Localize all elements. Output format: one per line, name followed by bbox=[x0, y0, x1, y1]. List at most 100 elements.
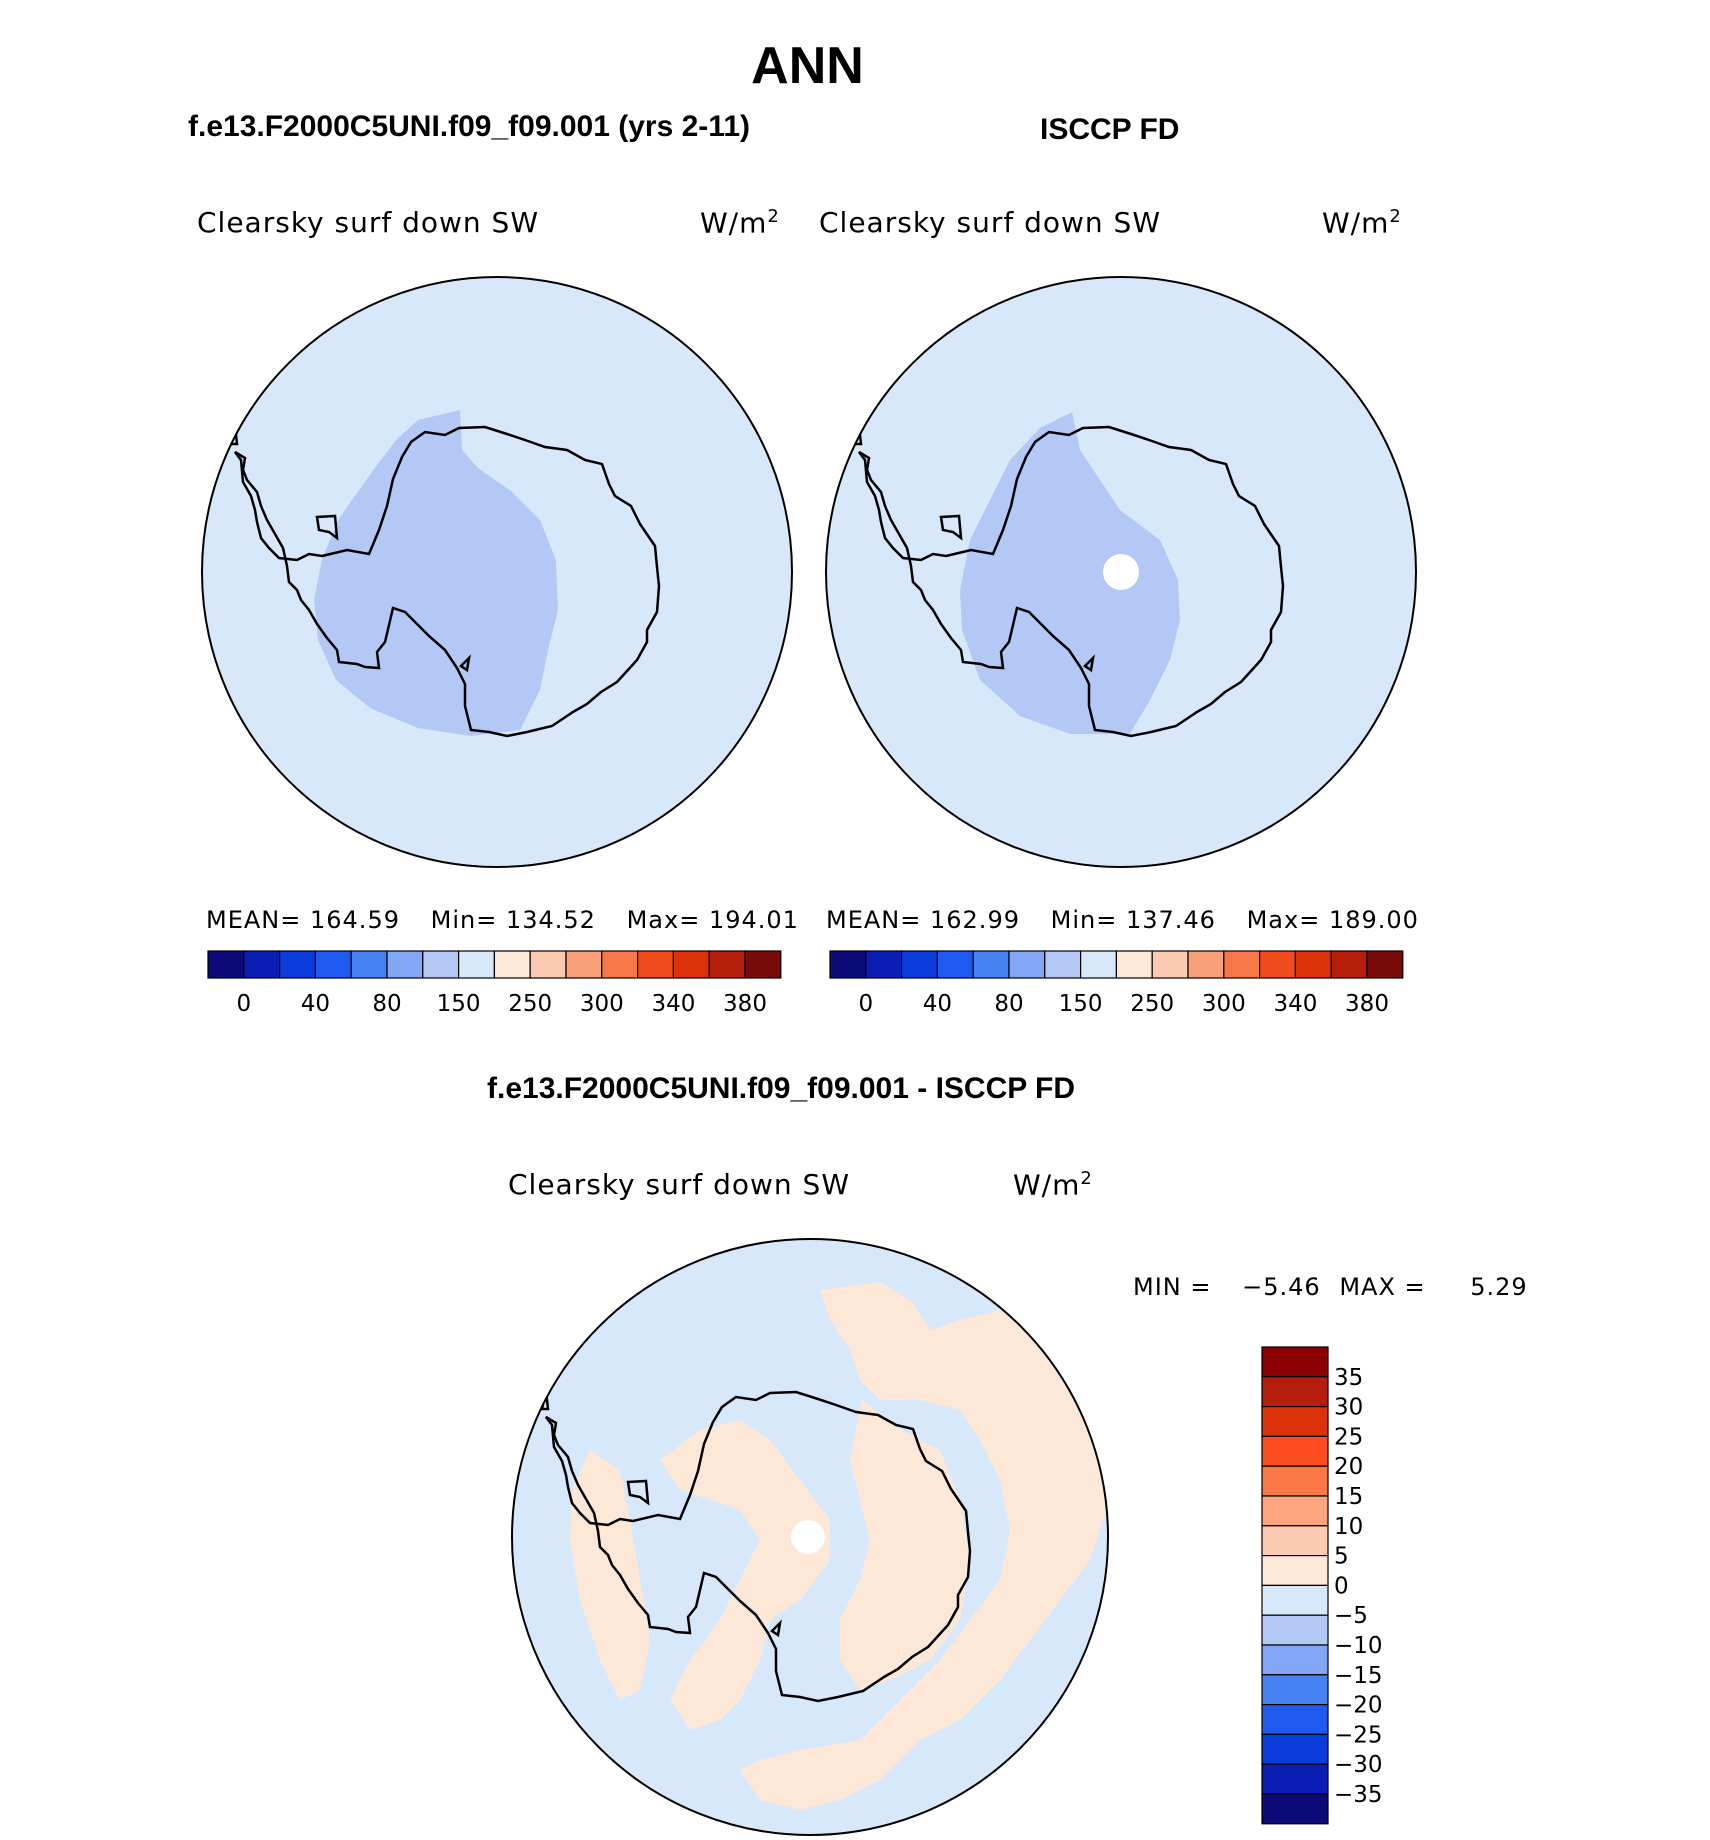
panel-2-colorbar-box bbox=[1366, 950, 1404, 979]
panel-1-colorbar-box bbox=[744, 950, 782, 979]
difference-colorbar-box bbox=[1261, 1495, 1329, 1527]
difference-colorbar-tick-label: 5 bbox=[1334, 1544, 1349, 1570]
panel-2-colorbar-box bbox=[1151, 950, 1189, 979]
panel-2-map-border bbox=[825, 276, 1417, 868]
panel-2-colorbar-box bbox=[1294, 950, 1332, 979]
difference-max-label: MAX = bbox=[1339, 1273, 1426, 1301]
difference-colorbar-tick-label: −15 bbox=[1334, 1663, 1383, 1689]
panel-2-max-label: Max= bbox=[1246, 906, 1321, 934]
difference-colorbar-tick-label: 15 bbox=[1334, 1484, 1363, 1510]
panel-2-map bbox=[826, 277, 1416, 867]
panel-1-stats: MEAN= 164.59 Min= 134.52 Max= 194.01 bbox=[206, 906, 799, 934]
panel-1-colorbar-box bbox=[386, 950, 424, 979]
panel-2-variable-label: Clearsky surf down SW bbox=[819, 206, 1162, 239]
difference-colorbar-box bbox=[1261, 1614, 1329, 1646]
panel-1-colorbar-tick-label: 300 bbox=[580, 991, 624, 1017]
difference-map-border bbox=[511, 1238, 1109, 1836]
panel-2-colorbar-box bbox=[1079, 950, 1117, 979]
difference-minmax: MIN = −5.46 MAX = 5.29 bbox=[1133, 1273, 1528, 1301]
difference-units: W/m2 bbox=[1013, 1168, 1093, 1201]
panel-2-colorbar-box bbox=[1115, 950, 1153, 979]
difference-colorbar-tick-label: −5 bbox=[1334, 1603, 1368, 1629]
panel-2-mean-label: MEAN= bbox=[826, 906, 922, 934]
panel-2-colorbar-tick-label: 0 bbox=[858, 991, 873, 1017]
panel-1-colorbar-box bbox=[422, 950, 460, 979]
panel-1-units-base: W/m bbox=[700, 206, 768, 240]
panel-2-max-value: 189.00 bbox=[1328, 906, 1419, 934]
difference-colorbar-tick-label: 10 bbox=[1334, 1514, 1363, 1540]
panel-1-map-border bbox=[201, 276, 793, 868]
difference-missing-data-pole bbox=[791, 1520, 825, 1554]
difference-colorbar-tick-label: 35 bbox=[1334, 1365, 1363, 1391]
panel-1-colorbar-box bbox=[493, 950, 531, 979]
panel-1-colorbar: 0 40 80 150 250 300 340 380 bbox=[207, 950, 782, 1017]
panel-1-colorbar-box bbox=[565, 950, 603, 979]
difference-colorbar-box bbox=[1261, 1405, 1329, 1437]
panel-1-max-value: 194.01 bbox=[708, 906, 799, 934]
panel-2-heading: ISCCP FD bbox=[1040, 113, 1180, 146]
panel-2-colorbar-tick-label: 300 bbox=[1202, 991, 1246, 1017]
panel-2-colorbar: 0 40 80 150 250 300 340 380 bbox=[829, 950, 1404, 1017]
figure-title: ANN bbox=[751, 37, 864, 95]
panel-2-colorbar-box bbox=[1187, 950, 1225, 979]
panel-1-colorbar-tick-label: 80 bbox=[372, 991, 401, 1017]
difference-colorbar: 35 30 25 20 15 10 5 0 −5 −10 −15 −20 −25 −30 −35 bbox=[1261, 1346, 1383, 1825]
panel-2-colorbar-box bbox=[900, 950, 938, 979]
panel-1-colorbar-box bbox=[672, 950, 710, 979]
panel-1-variable-label: Clearsky surf down SW bbox=[197, 206, 540, 239]
difference-colorbar-box bbox=[1261, 1435, 1329, 1467]
panel-1-min-label: Min= bbox=[430, 906, 498, 934]
panel-1-colorbar-box bbox=[601, 950, 639, 979]
panel-1-colorbar-tick-label: 40 bbox=[301, 991, 330, 1017]
panel-1-map bbox=[202, 277, 792, 867]
difference-colorbar-tick-label: −30 bbox=[1334, 1752, 1383, 1778]
panel-2-colorbar-tick-label: 380 bbox=[1345, 991, 1389, 1017]
panel-1-colorbar-tick-label: 250 bbox=[508, 991, 552, 1017]
difference-colorbar-tick-label: 0 bbox=[1334, 1573, 1349, 1599]
panel-1-heading: f.e13.F2000C5UNI.f09_f09.001 (yrs 2-11) bbox=[188, 110, 751, 143]
panel-2-colorbar-box bbox=[1044, 950, 1082, 979]
difference-colorbar-tick-label: −20 bbox=[1334, 1693, 1383, 1719]
panel-2-units-base: W/m bbox=[1322, 206, 1390, 240]
panel-2-stats: MEAN= 162.99 Min= 137.46 Max= 189.00 bbox=[826, 906, 1419, 934]
difference-map bbox=[512, 1239, 1108, 1835]
panel-1-colorbar-tick-label: 340 bbox=[651, 991, 695, 1017]
difference-colorbar-tick-label: −25 bbox=[1334, 1722, 1383, 1748]
difference-colorbar-box bbox=[1261, 1733, 1329, 1765]
panel-2-colorbar-box bbox=[936, 950, 974, 979]
panel-1-colorbar-box bbox=[636, 950, 674, 979]
difference-colorbar-tick-label: 25 bbox=[1334, 1424, 1363, 1450]
panel-2-colorbar-box bbox=[1223, 950, 1261, 979]
panel-1-mean-label: MEAN= bbox=[206, 906, 302, 934]
panel-2-colorbar-tick-label: 340 bbox=[1273, 991, 1317, 1017]
difference-colorbar-tick-label: 30 bbox=[1334, 1395, 1363, 1421]
difference-colorbar-box bbox=[1261, 1346, 1329, 1378]
difference-colorbar-box bbox=[1261, 1644, 1329, 1676]
panel-1-colorbar-tick-label: 0 bbox=[236, 991, 251, 1017]
panel-1-min-value: 134.52 bbox=[505, 906, 596, 934]
difference-colorbar-tick-label: 20 bbox=[1334, 1454, 1363, 1480]
panel-1-colorbar-box bbox=[279, 950, 317, 979]
difference-heading: f.e13.F2000C5UNI.f09_f09.001 - ISCCP FD bbox=[487, 1072, 1076, 1105]
panel-2-units: W/m2 bbox=[1322, 206, 1402, 239]
panel-1-mean-value: 164.59 bbox=[310, 906, 400, 934]
difference-colorbar-box bbox=[1261, 1376, 1329, 1408]
panel-2-colorbar-tick-label: 80 bbox=[994, 991, 1023, 1017]
difference-units-base: W/m bbox=[1013, 1168, 1081, 1202]
difference-colorbar-box bbox=[1261, 1584, 1329, 1616]
difference-min-label: MIN = bbox=[1133, 1273, 1212, 1301]
difference-variable-label: Clearsky surf down SW bbox=[508, 1168, 851, 1201]
panel-1-max-label: Max= bbox=[626, 906, 701, 934]
panel-1-colorbar-box bbox=[350, 950, 388, 979]
difference-colorbar-tick-label: −10 bbox=[1334, 1633, 1383, 1659]
panel-2-min-label: Min= bbox=[1050, 906, 1118, 934]
panel-1-colorbar-box bbox=[243, 950, 281, 979]
difference-colorbar-box bbox=[1261, 1703, 1329, 1735]
difference-colorbar-box bbox=[1261, 1763, 1329, 1795]
panel-1-colorbar-box bbox=[529, 950, 567, 979]
difference-min-value: −5.46 bbox=[1242, 1273, 1321, 1301]
panel-1-colorbar-box bbox=[207, 950, 245, 979]
panel-2-missing-data-pole bbox=[1103, 554, 1139, 590]
difference-units-exponent: 2 bbox=[1080, 1168, 1093, 1189]
